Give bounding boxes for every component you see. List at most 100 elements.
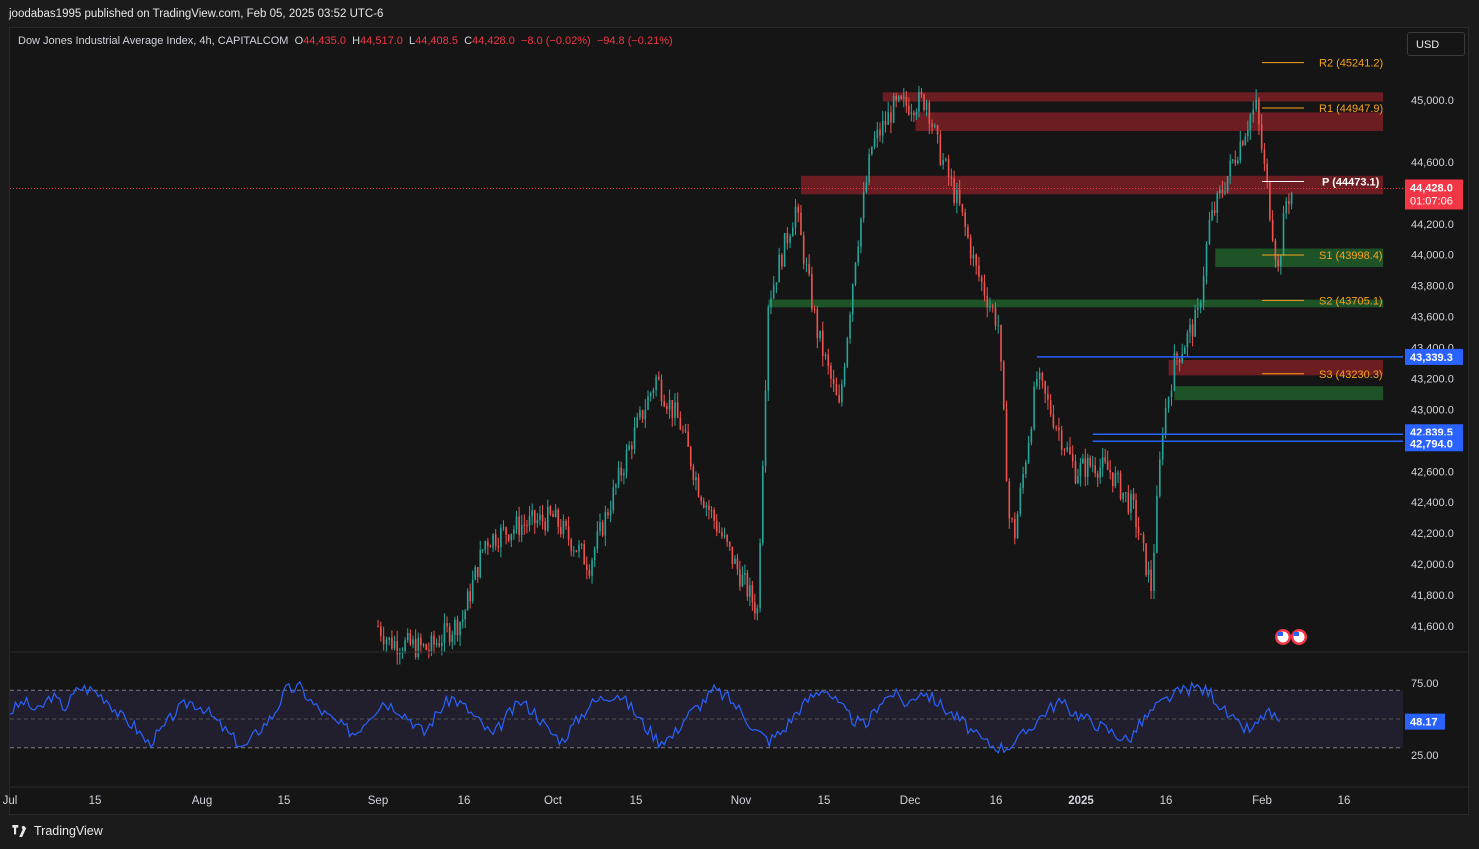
candle-body — [583, 544, 585, 565]
candle-body — [1060, 430, 1063, 450]
candle-body — [414, 639, 417, 658]
candle-body — [601, 522, 604, 536]
candle-body — [471, 579, 474, 602]
candle-body — [759, 543, 761, 609]
candle-body — [671, 400, 674, 418]
candle-body — [1277, 259, 1279, 267]
candle-body — [1249, 115, 1252, 130]
pivot-label: S3 (43230.3) — [1319, 369, 1383, 381]
candle-body — [989, 306, 991, 308]
pivot-label: S1 (43998.4) — [1319, 250, 1383, 262]
candle-body — [710, 509, 713, 511]
candle-body — [980, 276, 983, 283]
candle-body — [749, 585, 751, 597]
candle-body — [843, 366, 846, 385]
candle-body — [918, 91, 920, 112]
candle-body — [1202, 276, 1205, 303]
symbol-title: Dow Jones Industrial Average Index, 4h, … — [18, 35, 289, 47]
chart-area[interactable] — [9, 27, 1469, 815]
x-tick-label: Dec — [900, 795, 921, 807]
rsi-line — [9, 680, 1281, 754]
candle-body — [953, 178, 955, 203]
candle-body — [676, 402, 679, 418]
candle-body — [494, 534, 497, 546]
candle-body — [528, 515, 531, 526]
candle-body — [1101, 457, 1104, 468]
candle-body — [377, 626, 379, 627]
supply-zone — [1168, 359, 1384, 376]
currency-button[interactable]: USD — [1407, 32, 1465, 56]
candle-body — [565, 520, 567, 527]
tradingview-brand[interactable]: TradingView — [10, 824, 103, 838]
candle-body — [435, 643, 438, 645]
x-tick-label: 16 — [1338, 795, 1351, 807]
candle-body — [1079, 463, 1082, 477]
candle-body — [786, 233, 789, 243]
y-tick-label: 43,600.0 — [1411, 312, 1454, 324]
candle-body — [1074, 461, 1077, 483]
candle-body — [884, 120, 887, 125]
candle-body — [925, 102, 928, 110]
candle-body — [625, 449, 628, 473]
x-tick-label: 15 — [630, 795, 643, 807]
candle-body — [783, 233, 786, 267]
candle-body — [1247, 129, 1249, 137]
candle-body — [617, 467, 620, 485]
candle-body — [575, 550, 578, 552]
candle-body — [536, 519, 539, 524]
candle-body — [947, 159, 950, 178]
candle-body — [500, 527, 502, 548]
candle-body — [721, 531, 723, 537]
y-tick-label: 41,800.0 — [1411, 590, 1454, 602]
candle-body — [1030, 428, 1033, 443]
candle-body — [1106, 461, 1109, 470]
candle-body — [972, 254, 975, 259]
candle-body — [649, 393, 652, 397]
candle-body — [391, 637, 393, 649]
x-tick-label: Nov — [731, 795, 752, 807]
candle-body — [851, 284, 854, 315]
candle-body — [808, 263, 810, 275]
y-tick-label: 41,600.0 — [1411, 621, 1454, 633]
candle-body — [422, 644, 425, 646]
candle-body — [684, 430, 687, 432]
candle-body — [385, 639, 388, 645]
candle-body — [481, 549, 484, 551]
candle-body — [526, 525, 528, 527]
candle-body — [1096, 473, 1099, 478]
y-tick-label: 42,200.0 — [1411, 528, 1454, 540]
candle-body — [492, 534, 494, 548]
candle-body — [868, 154, 870, 183]
candle-body — [1285, 201, 1288, 214]
candle-body — [702, 501, 705, 508]
candle-body — [454, 619, 456, 635]
candle-body — [518, 516, 520, 535]
candle-body — [674, 402, 676, 418]
candle-body — [1280, 256, 1282, 267]
candle-body — [1016, 514, 1019, 539]
candle-body — [459, 622, 461, 636]
candle-body — [657, 376, 660, 380]
y-tick-label: 43,200.0 — [1411, 373, 1454, 385]
x-tick-label: 15 — [818, 795, 831, 807]
candle-body — [800, 212, 802, 236]
candle-body — [905, 96, 908, 106]
candle-body — [446, 623, 448, 627]
x-tick-label: 15 — [278, 795, 291, 807]
demand-zone — [1215, 248, 1384, 268]
candle-body — [900, 96, 903, 99]
last-price-tag — [1405, 179, 1463, 210]
candle-body — [744, 573, 746, 575]
candle-body — [1140, 533, 1142, 535]
candle-body — [1237, 160, 1239, 164]
candle-body — [476, 567, 479, 578]
candle-body — [570, 539, 572, 552]
supply-zone — [882, 92, 1384, 102]
candle-body — [1186, 332, 1189, 348]
candle-body — [1176, 352, 1178, 359]
y-tick-label: 45,000.0 — [1411, 95, 1454, 107]
candle-body — [1229, 160, 1232, 177]
candle-body — [876, 129, 879, 139]
candle-body — [772, 285, 775, 299]
